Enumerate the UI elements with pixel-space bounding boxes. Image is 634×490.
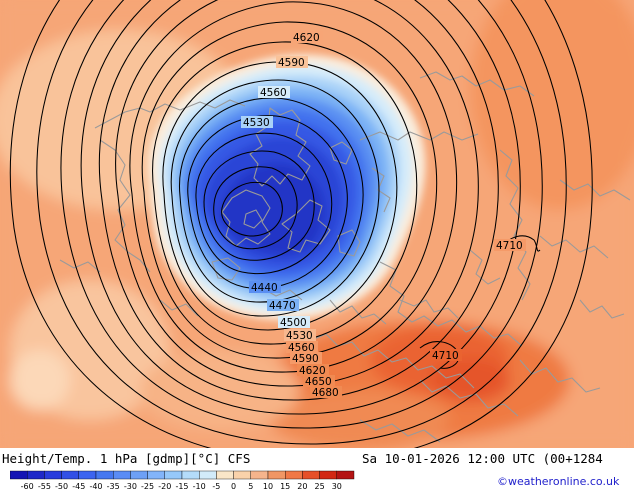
legend-tick-label: -50 (55, 482, 68, 490)
legend-swatch (267, 470, 286, 480)
legend-swatch (302, 470, 320, 480)
contour-label: 4620 (299, 365, 326, 377)
legend-tick-label: 5 (248, 482, 253, 490)
legend-tick-label: 15 (280, 482, 290, 490)
legend-tick-label: -25 (141, 482, 154, 490)
legend-swatch (233, 470, 252, 480)
legend-swatch (216, 470, 234, 480)
legend-tick-label: -60 (21, 482, 34, 490)
map-footer: Height/Temp. 1 hPa [gdmp][°C] CFS Sa 10-… (0, 448, 634, 490)
legend-swatch (10, 470, 28, 480)
legend-tick-label: 20 (297, 482, 307, 490)
contour-label: 4470 (269, 300, 296, 312)
legend-swatch (250, 470, 269, 480)
contour-label: 4680 (312, 387, 339, 399)
legend-tick-label: -35 (107, 482, 120, 490)
legend-swatch (61, 470, 79, 480)
legend-swatch (336, 470, 355, 480)
legend-swatch (181, 470, 200, 480)
contour-label: 4650 (305, 376, 332, 388)
legend-swatch (147, 470, 166, 480)
legend-tick-label: 30 (332, 482, 342, 490)
map-title: Height/Temp. 1 hPa [gdmp][°C] CFS (2, 451, 251, 466)
legend-swatch (164, 470, 183, 480)
height-temperature-map: 4620 4590 4560 4530 4440 4470 4500 4530 … (0, 0, 634, 448)
legend-tick-label: -45 (72, 482, 85, 490)
legend-swatch (198, 470, 217, 480)
legend-swatch (319, 470, 338, 480)
contour-label: 4530 (243, 117, 270, 129)
legend-swatch (95, 470, 114, 480)
contour-label: 4530 (286, 330, 313, 342)
height-contours (9, 0, 593, 448)
legend-swatch (112, 470, 131, 480)
legend-swatch (27, 470, 45, 480)
legend-swatch (78, 470, 97, 480)
forecast-datetime: Sa 10-01-2026 12:00 UTC (00+1284 (362, 451, 603, 466)
legend-tick-label: -55 (38, 482, 51, 490)
contour-label: 4590 (292, 353, 319, 365)
temperature-color-scale: -60 -55 -50 -45 -40 -35 -30 -25 -20 -15 -10 -5 0 5 10 1… (10, 470, 355, 490)
legend-tick-label: -30 (124, 482, 137, 490)
contour-label: 4710 (496, 240, 523, 252)
contour-label: 4560 (260, 87, 287, 99)
contour-label: 4440 (251, 282, 278, 294)
contour-label: 4500 (280, 317, 307, 329)
contour-label: 4560 (288, 342, 315, 354)
legend-tick-label: -10 (193, 482, 206, 490)
legend-tick-label: -15 (175, 482, 188, 490)
contour-label: 4620 (293, 32, 320, 44)
coastlines (59, 71, 631, 443)
legend-swatch (285, 470, 303, 480)
legend-tick-label: -5 (212, 482, 220, 490)
legend-swatch (44, 470, 62, 480)
credit-link[interactable]: ©weatheronline.co.uk (497, 475, 620, 488)
legend-tick-label: 25 (315, 482, 325, 490)
legend-swatch (130, 470, 148, 480)
contour-label: 4590 (278, 57, 305, 69)
legend-tick-label: -40 (89, 482, 102, 490)
contour-labels: 4620 4590 4560 4530 4440 4470 4500 4530 … (241, 31, 526, 399)
legend-tick-label: 10 (263, 482, 273, 490)
legend-tick-label: -20 (158, 482, 171, 490)
legend-tick-label: 0 (231, 482, 236, 490)
contour-label: 4710 (432, 350, 459, 362)
